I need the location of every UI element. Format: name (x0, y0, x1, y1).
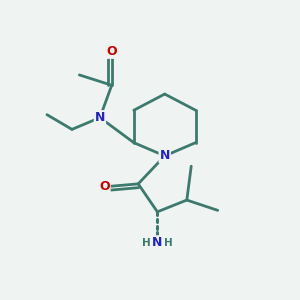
Text: O: O (106, 45, 117, 58)
Text: H: H (142, 238, 151, 248)
Text: O: O (99, 180, 110, 193)
Text: N: N (160, 149, 170, 162)
Text: N: N (152, 236, 163, 249)
Text: H: H (164, 238, 173, 248)
Text: N: N (95, 111, 105, 124)
